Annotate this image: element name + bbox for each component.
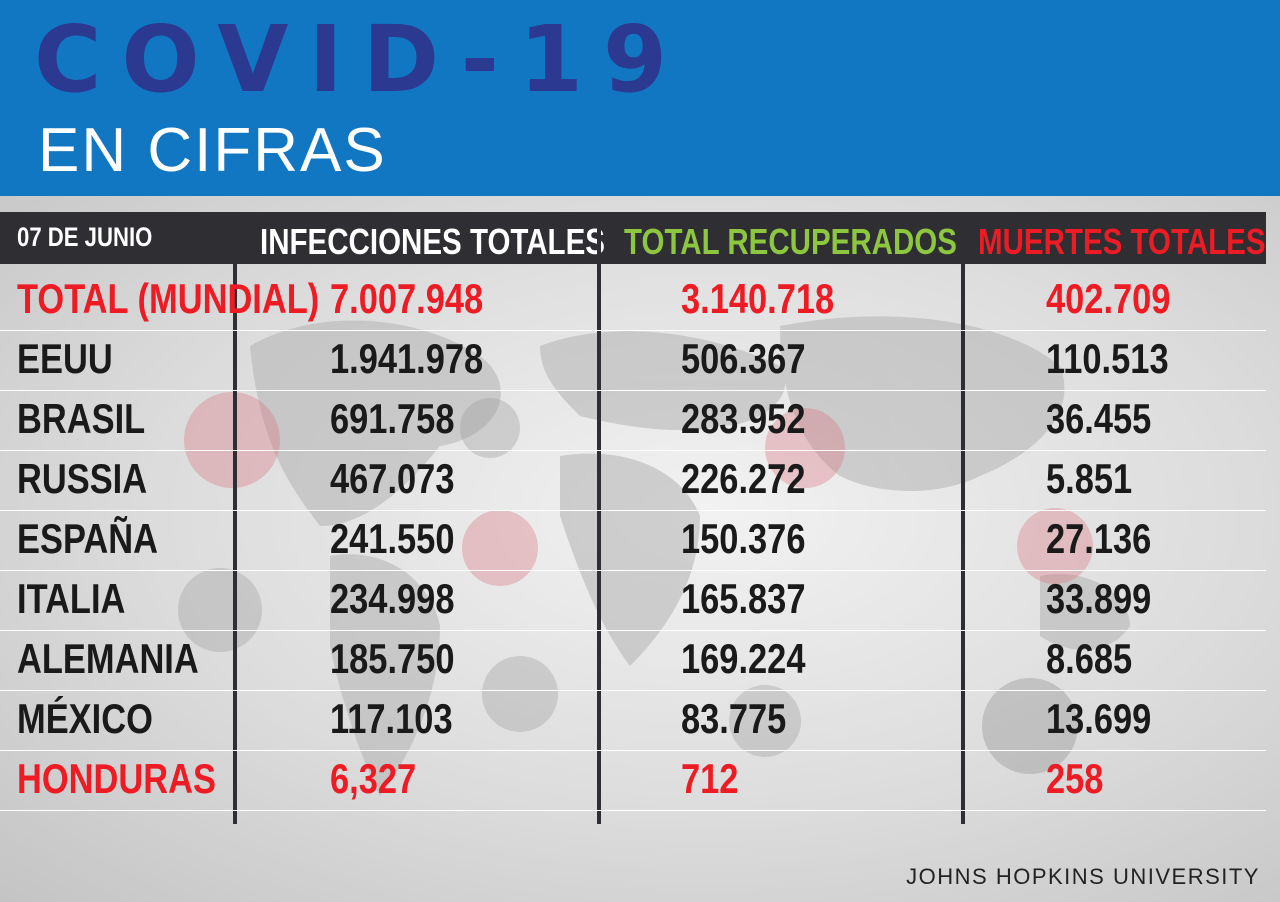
cell-recovered: 283.952 bbox=[681, 395, 806, 442]
cell-infections: 467.073 bbox=[330, 455, 455, 502]
cell-deaths: 13.699 bbox=[1046, 695, 1152, 742]
cell-infections: 1.941.978 bbox=[330, 335, 484, 382]
cell-deaths: 36.455 bbox=[1046, 395, 1152, 442]
table-row: MÉXICO 117.103 83.775 13.699 bbox=[0, 690, 1266, 750]
table-row: TOTAL (MUNDIAL) 7.007.948 3.140.718 402.709 bbox=[0, 270, 1266, 330]
cell-infections: 6,327 bbox=[330, 755, 417, 802]
cell-recovered: 165.837 bbox=[681, 575, 806, 622]
cell-country: RUSSIA bbox=[17, 455, 148, 502]
row-divider bbox=[0, 690, 1266, 691]
source-credit: JOHNS HOPKINS UNIVERSITY bbox=[906, 864, 1260, 889]
date-label: 07 DE JUNIO bbox=[17, 222, 153, 252]
cell-recovered: 3.140.718 bbox=[681, 275, 835, 322]
table-row: EEUU 1.941.978 506.367 110.513 bbox=[0, 330, 1266, 390]
col-header-deaths: MUERTES TOTALES bbox=[978, 221, 1266, 262]
page-title: COVID-19 bbox=[34, 6, 687, 113]
cell-country: ESPAÑA bbox=[17, 515, 158, 562]
cell-infections: 185.750 bbox=[330, 635, 455, 682]
world-map-virus-background bbox=[178, 316, 1130, 796]
cell-infections: 7.007.948 bbox=[330, 275, 484, 322]
table-row: HONDURAS 6,327 712 258 bbox=[0, 750, 1266, 810]
row-divider bbox=[0, 450, 1266, 451]
cell-country: ITALIA bbox=[17, 575, 126, 622]
cell-country: BRASIL bbox=[17, 395, 146, 442]
cell-country: ALEMANIA bbox=[17, 635, 199, 682]
cell-deaths: 27.136 bbox=[1046, 515, 1152, 562]
cell-infections: 241.550 bbox=[330, 515, 455, 562]
page-subtitle: EN CIFRAS bbox=[38, 116, 387, 185]
cell-deaths: 5.851 bbox=[1046, 455, 1133, 502]
cell-country: HONDURAS bbox=[17, 755, 216, 802]
cell-recovered: 83.775 bbox=[681, 695, 787, 742]
row-divider bbox=[0, 810, 1266, 811]
row-divider bbox=[0, 630, 1266, 631]
cell-recovered: 506.367 bbox=[681, 335, 806, 382]
cell-country: MÉXICO bbox=[17, 695, 153, 742]
cell-recovered: 169.224 bbox=[681, 635, 806, 682]
cell-deaths: 33.899 bbox=[1046, 575, 1152, 622]
row-divider bbox=[0, 510, 1266, 511]
table-row: ITALIA 234.998 165.837 33.899 bbox=[0, 570, 1266, 630]
col-header-recovered: TOTAL RECUPERADOS bbox=[624, 221, 957, 262]
cell-infections: 117.103 bbox=[330, 695, 453, 742]
row-divider bbox=[0, 390, 1266, 391]
header-banner: COVID-19 EN CIFRAS bbox=[0, 0, 1280, 196]
column-divider bbox=[597, 212, 601, 824]
cell-country: EEUU bbox=[17, 335, 113, 382]
col-header-infections: INFECCIONES TOTALES bbox=[260, 221, 605, 262]
data-table: 07 DE JUNIO INFECCIONES TOTALES TOTAL RE… bbox=[0, 196, 1280, 902]
cell-deaths: 110.513 bbox=[1046, 335, 1169, 382]
table-row: BRASIL 691.758 283.952 36.455 bbox=[0, 390, 1266, 450]
row-divider bbox=[0, 330, 1266, 331]
cell-country: TOTAL (MUNDIAL) bbox=[17, 275, 320, 322]
cell-infections: 691.758 bbox=[330, 395, 455, 442]
cell-deaths: 402.709 bbox=[1046, 275, 1171, 322]
cell-recovered: 712 bbox=[681, 755, 739, 802]
row-divider bbox=[0, 750, 1266, 751]
row-divider bbox=[0, 570, 1266, 571]
cell-infections: 234.998 bbox=[330, 575, 455, 622]
cell-deaths: 258 bbox=[1046, 755, 1104, 802]
virus-icons bbox=[178, 392, 1093, 774]
table-row: ESPAÑA 241.550 150.376 27.136 bbox=[0, 510, 1266, 570]
column-divider bbox=[233, 212, 237, 824]
table-row: RUSSIA 467.073 226.272 5.851 bbox=[0, 450, 1266, 510]
table-header-row: 07 DE JUNIO INFECCIONES TOTALES TOTAL RE… bbox=[0, 212, 1266, 264]
cell-deaths: 8.685 bbox=[1046, 635, 1133, 682]
column-divider bbox=[961, 212, 965, 824]
cell-recovered: 150.376 bbox=[681, 515, 806, 562]
table-row: ALEMANIA 185.750 169.224 8.685 bbox=[0, 630, 1266, 690]
cell-recovered: 226.272 bbox=[681, 455, 806, 502]
